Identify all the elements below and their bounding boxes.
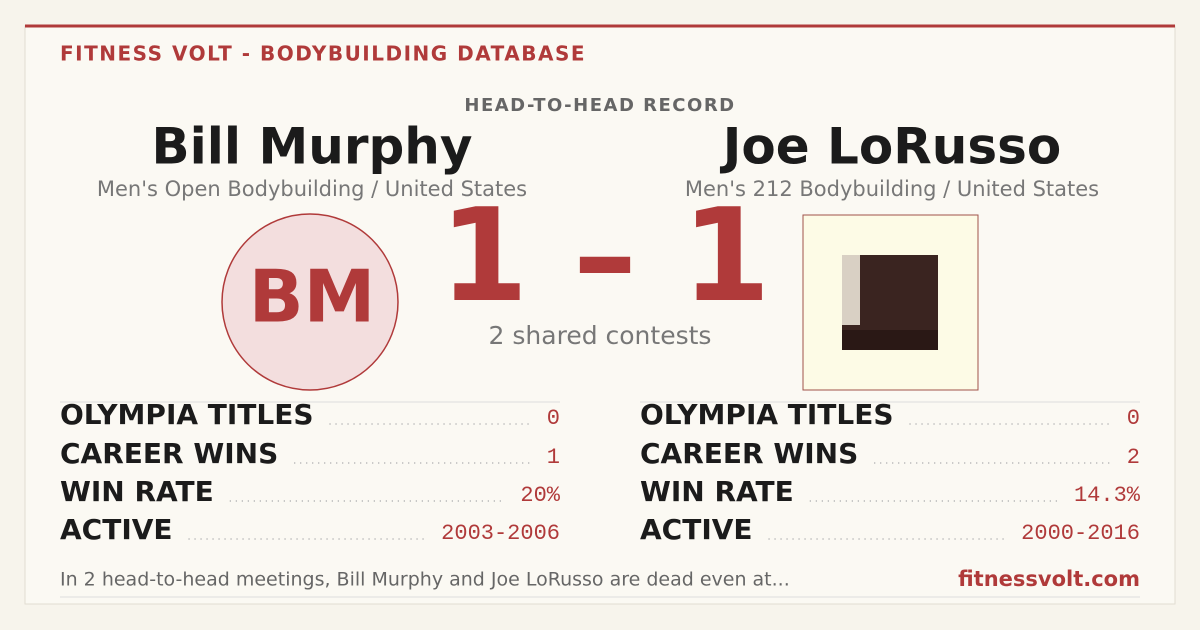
stat-label: OLYMPIA TITLES [60, 398, 314, 431]
stat-value: 14.3% [1074, 483, 1141, 508]
footer-site: fitnessvolt.com [958, 567, 1140, 591]
stat-value: 20% [520, 483, 560, 508]
avatar-circle [221, 213, 399, 391]
stat-label: ACTIVE [60, 513, 173, 546]
avatar-initials: BM [249, 255, 376, 339]
stat-label: WIN RATE [60, 475, 214, 508]
stat-label: OLYMPIA TITLES [640, 398, 894, 431]
section-label: HEAD-TO-HEAD RECORD [464, 95, 735, 116]
athlete-name: Joe LoRusso [720, 118, 1061, 176]
score: 1 – 1 [439, 182, 770, 331]
stat-label: WIN RATE [640, 475, 794, 508]
stat-label: ACTIVE [640, 513, 753, 546]
stat-value: 0 [547, 406, 560, 431]
athlete-division: Men's Open Bodybuilding / United States [97, 177, 527, 201]
card-bg [24, 25, 1176, 605]
stat-label: CAREER WINS [60, 437, 278, 470]
stat-value: 0 [1127, 406, 1140, 431]
shared-contests: 2 shared contests [489, 321, 712, 350]
stat-value: 2000-2016 [1021, 521, 1140, 546]
brand: FITNESS VOLT - BODYBUILDING DATABASE [60, 42, 586, 66]
footer-summary: In 2 head-to-head meetings, Bill Murphy … [60, 569, 790, 591]
stat-value: 2 [1127, 445, 1140, 470]
photo-stage [842, 330, 938, 350]
photo-banner [842, 255, 860, 325]
athlete-name: Bill Murphy [152, 118, 473, 176]
stat-label: CAREER WINS [640, 437, 858, 470]
athlete-division: Men's 212 Bodybuilding / United States [685, 177, 1099, 201]
stat-value: 2003-2006 [441, 521, 560, 546]
athlete-photo [802, 214, 979, 391]
stats: OLYMPIA TITLES 0 CAREER WINS 1 WIN RATE 20% AC… [60, 398, 1141, 546]
stat-value: 1 [547, 445, 560, 470]
